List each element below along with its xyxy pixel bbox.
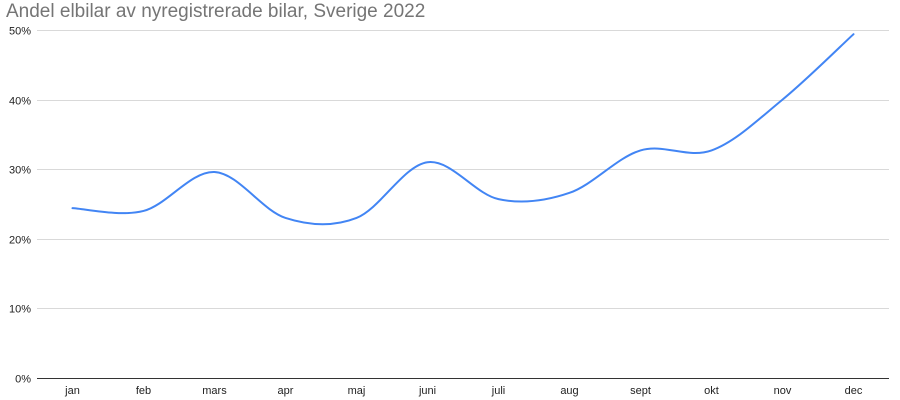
series-layer (70, 31, 857, 226)
y-tick-label: 30% (9, 165, 31, 177)
y-tick-label: 50% (9, 26, 31, 38)
x-axis-ticks: jan feb mars apr maj juni juli aug sept okt nov dec (64, 385, 863, 397)
y-tick-label: 40% (9, 96, 31, 108)
data-point-feb (141, 208, 147, 214)
data-point-dec (851, 31, 857, 37)
x-tick-label: dec (845, 385, 863, 397)
x-tick-label: sept (630, 385, 651, 397)
x-tick-label: feb (136, 385, 151, 397)
chart-title: Andel elbilar av nyregistrerade bilar, S… (6, 1, 426, 22)
data-point-juli (496, 196, 502, 202)
data-point-jan (70, 205, 76, 211)
data-point-apr (283, 215, 289, 221)
x-tick-label: juni (418, 385, 436, 397)
series-line (71, 33, 855, 226)
x-tick-label: jan (64, 385, 80, 397)
y-tick-label: 10% (9, 304, 31, 316)
x-tick-label: nov (774, 385, 792, 397)
x-tick-label: aug (560, 385, 578, 397)
data-point-juni (425, 159, 431, 165)
data-point-aug (567, 190, 573, 196)
data-point-mars (212, 169, 218, 175)
x-tick-label: juli (491, 385, 505, 397)
x-tick-label: okt (704, 385, 719, 397)
y-axis-ticks: 0% 10% 20% 30% 40% 50% (9, 26, 31, 386)
x-tick-label: maj (348, 385, 366, 397)
y-tick-label: 20% (9, 235, 31, 247)
data-point-okt (709, 147, 715, 153)
x-tick-label: apr (278, 385, 294, 397)
data-point-sept (638, 147, 644, 153)
gridlines (37, 30, 889, 379)
data-point-maj (354, 215, 360, 221)
data-point-nov (780, 97, 786, 103)
x-tick-label: mars (202, 385, 227, 397)
y-tick-label: 0% (15, 374, 31, 386)
